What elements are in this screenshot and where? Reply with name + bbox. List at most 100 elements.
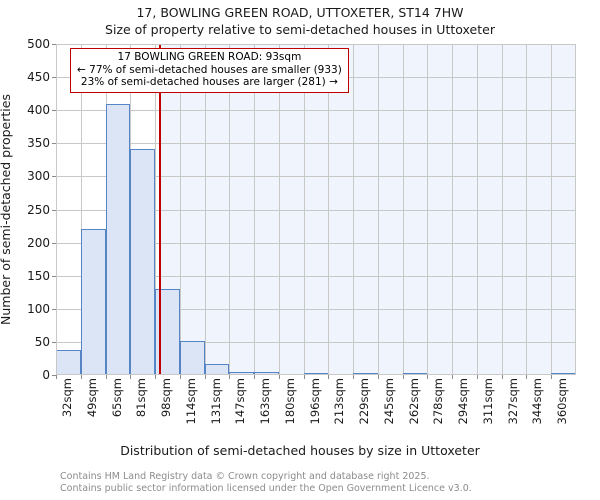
gridline-horizontal: [56, 176, 576, 178]
y-axis-tick-mark: [52, 44, 56, 45]
x-axis-tick-mark: [501, 375, 503, 379]
x-axis-tick: 294sqm: [445, 375, 470, 435]
histogram-bar: [56, 349, 81, 375]
gridline-vertical: [155, 44, 157, 375]
x-axis-tick-mark: [179, 375, 181, 379]
histogram-bar: [179, 341, 205, 375]
footer-line-2: Contains public sector information licen…: [60, 482, 472, 494]
x-axis-tick-mark: [155, 375, 157, 379]
gridline-vertical: [551, 44, 553, 375]
plot-area: [56, 44, 576, 375]
x-axis-tick-label: 262sqm: [406, 378, 421, 425]
x-axis-tick-label: 311sqm: [480, 378, 495, 425]
histogram-bar: [204, 363, 230, 375]
y-axis-tick-mark: [52, 143, 56, 145]
x-axis-tick: 65sqm: [99, 375, 124, 435]
gridline-vertical: [353, 44, 355, 375]
chart-title-block: 17, BOWLING GREEN ROAD, UTTOXETER, ST14 …: [0, 4, 600, 38]
x-axis-tick: 311sqm: [470, 375, 495, 435]
y-axis-tick-mark: [52, 242, 56, 244]
x-axis-tick-label: 278sqm: [431, 378, 446, 425]
x-axis-tick: 229sqm: [346, 375, 371, 435]
gridline-vertical: [278, 44, 280, 375]
y-axis-tick-label: 300: [27, 169, 50, 184]
gridline-horizontal: [56, 308, 576, 310]
x-axis-tick-label: 245sqm: [381, 378, 396, 425]
x-axis-tick-mark: [452, 375, 454, 379]
x-axis-tick-label: 327sqm: [505, 378, 520, 425]
x-axis-tick: 114sqm: [173, 375, 198, 435]
x-axis-tick-mark: [328, 375, 330, 379]
x-axis-tick: 196sqm: [297, 375, 322, 435]
y-axis-tick-mark: [52, 176, 56, 178]
x-axis-tick-label: 344sqm: [530, 378, 545, 425]
footer-attribution: Contains HM Land Registry data © Crown c…: [60, 471, 580, 494]
x-axis-tick-label: 49sqm: [84, 378, 99, 418]
gridline-horizontal: [56, 275, 576, 277]
x-axis-tick-mark: [254, 375, 256, 379]
x-axis-tick-mark: [303, 375, 305, 379]
gridline-vertical: [179, 44, 181, 375]
x-axis-tick: 98sqm: [148, 375, 173, 435]
x-axis-tick-label: 32sqm: [60, 378, 74, 418]
annotation-line-1: 17 BOWLING GREEN ROAD: 93sqm: [117, 51, 302, 63]
histogram-bar: [80, 229, 106, 375]
y-axis-tick-mark: [52, 110, 56, 112]
x-axis-tick: 344sqm: [519, 375, 544, 435]
annotation-line-2: ← 77% of semi-detached houses are smalle…: [77, 63, 342, 76]
histogram-bar: [130, 148, 156, 375]
y-axis-tick-label: 350: [27, 136, 50, 151]
x-axis-tick-mark: [476, 375, 478, 379]
gridline-vertical: [402, 44, 404, 375]
y-axis-tick-label: 200: [27, 235, 50, 250]
x-axis-tick-label: 81sqm: [134, 378, 149, 418]
x-axis-tick: 278sqm: [420, 375, 445, 435]
x-axis-tick-label: 131sqm: [208, 378, 223, 425]
y-axis-tick-mark: [52, 77, 56, 79]
x-axis-tick-mark: [80, 375, 82, 379]
gridline-vertical: [254, 44, 256, 375]
x-axis-tick-mark: [526, 375, 528, 379]
gridline-vertical: [377, 44, 379, 375]
chart-title: 17, BOWLING GREEN ROAD, UTTOXETER, ST14 …: [136, 5, 464, 20]
gridline-vertical: [303, 44, 305, 375]
gridline-vertical: [452, 44, 454, 375]
gridline-vertical: [526, 44, 528, 375]
x-axis-tick: 81sqm: [123, 375, 148, 435]
x-axis-tick-label: 98sqm: [159, 378, 174, 418]
property-size-marker-line: [159, 44, 162, 375]
chart-subtitle: Size of property relative to semi-detach…: [105, 22, 495, 37]
x-axis-tick-mark: [353, 375, 355, 379]
x-axis-tick: 180sqm: [272, 375, 297, 435]
x-axis-tick-label: 229sqm: [357, 378, 372, 425]
gridline-vertical: [476, 44, 478, 375]
x-axis-tick: 147sqm: [222, 375, 247, 435]
x-axis-tick-label: 65sqm: [109, 378, 124, 418]
y-axis-tick-label: 150: [27, 268, 50, 283]
x-axis-tick-mark: [551, 375, 553, 379]
x-axis-tick-mark: [427, 375, 429, 379]
x-axis-tick: 32sqm: [49, 375, 74, 435]
property-annotation-box: 17 BOWLING GREEN ROAD: 93sqm ← 77% of se…: [70, 48, 349, 93]
gridline-vertical: [427, 44, 429, 375]
gridline-vertical: [80, 44, 82, 375]
x-axis-tick-label: 180sqm: [282, 378, 297, 425]
gridline-horizontal: [56, 209, 576, 211]
x-axis-tick-label: 196sqm: [307, 378, 322, 425]
x-axis-title: Distribution of semi-detached houses by …: [120, 443, 480, 458]
x-axis-tick-mark: [278, 375, 280, 379]
y-axis-tick-label: 100: [27, 301, 50, 316]
x-axis-tick: 262sqm: [396, 375, 421, 435]
x-axis-tick-mark: [402, 375, 404, 379]
gridline-vertical: [204, 44, 206, 375]
y-axis-tick-label: 500: [27, 37, 50, 51]
x-axis-tick-label: 163sqm: [258, 378, 273, 425]
x-axis-tick-mark: [56, 375, 57, 379]
x-axis-tick: 327sqm: [495, 375, 520, 435]
x-axis-tick: 163sqm: [247, 375, 272, 435]
x-axis-tick-mark: [130, 375, 132, 379]
gridline-horizontal: [56, 143, 576, 145]
histogram-bar: [105, 103, 131, 375]
y-axis-tick-label: 250: [27, 202, 50, 217]
x-axis-tick-label: 114sqm: [183, 378, 198, 425]
